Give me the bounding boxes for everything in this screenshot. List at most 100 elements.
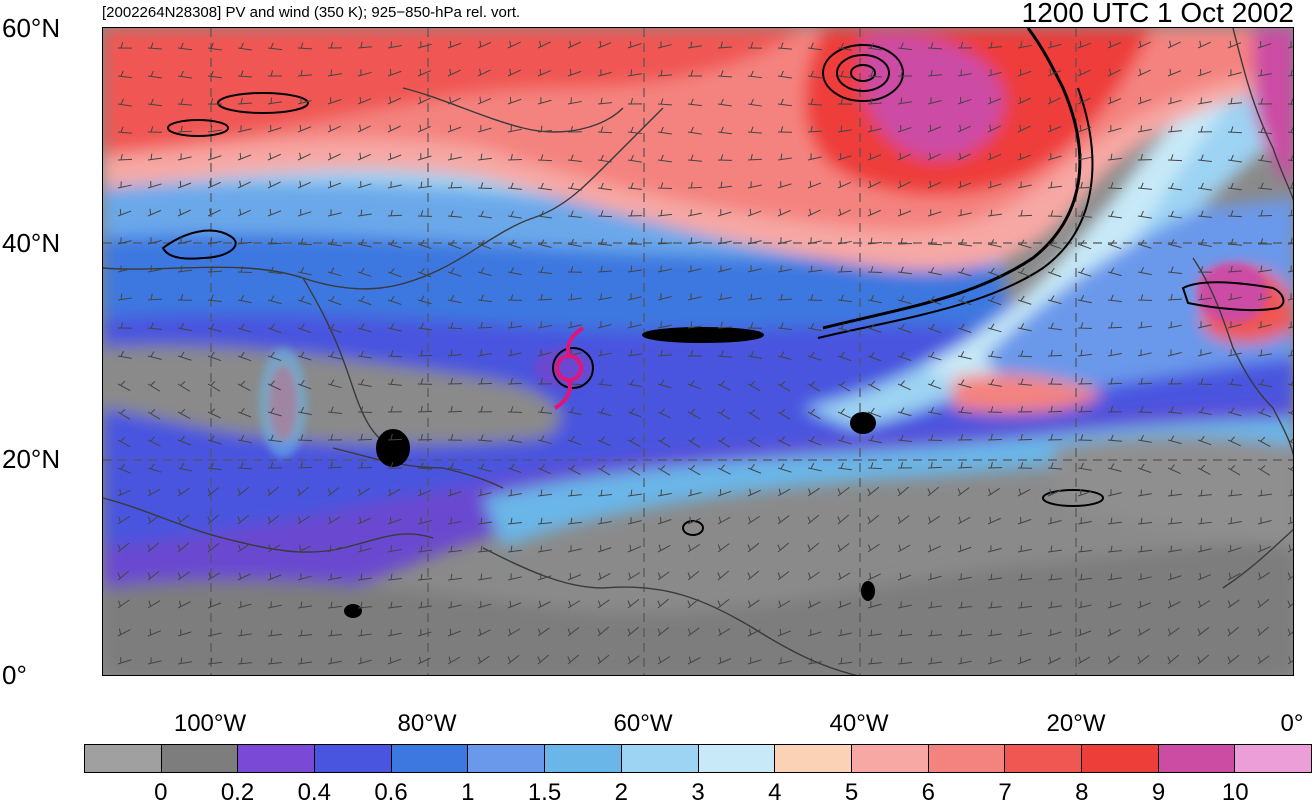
wind-barb [357, 350, 372, 359]
wind-barb [837, 629, 852, 637]
wind-barb [207, 381, 221, 392]
wind-barb [357, 267, 372, 277]
wind-barb [327, 97, 342, 105]
wind-barb [1137, 294, 1153, 301]
colorbar-tick-label: 7 [998, 779, 1012, 806]
wind-barb [657, 154, 672, 163]
wind-barb [297, 323, 312, 334]
wind-barb [417, 181, 432, 189]
wind-barb [957, 573, 972, 581]
wind-barb [687, 543, 701, 553]
wind-barb [327, 406, 342, 414]
wind-barb [1257, 349, 1272, 357]
wind-barb [237, 435, 252, 444]
wind-barb [1197, 406, 1212, 416]
wind-barb [507, 406, 523, 413]
wind-barb [297, 180, 311, 189]
wind-barb [1047, 68, 1062, 77]
wind-barb [1287, 126, 1293, 134]
wind-barb [897, 657, 912, 665]
wind-barb [1017, 96, 1031, 105]
wind-barb [177, 42, 192, 51]
wind-barb [387, 181, 402, 189]
wind-barb [147, 70, 162, 79]
colorbar-tick-label: 9 [1151, 779, 1166, 806]
wind-barb [357, 181, 372, 189]
wind-barb [537, 97, 552, 105]
wind-barb [207, 572, 221, 581]
wind-barb [447, 153, 462, 161]
wind-barb [1047, 181, 1062, 189]
wind-barb [717, 598, 730, 609]
wind-barb [567, 545, 582, 553]
wind-barb [537, 378, 553, 385]
wind-barb [447, 462, 462, 471]
wind-barb [177, 180, 192, 189]
wind-barb [147, 153, 162, 161]
wind-barb [1257, 126, 1272, 135]
wind-barb [237, 572, 251, 581]
colorbar-bin [928, 745, 1006, 772]
colorbar-tick-label: 1.5 [527, 779, 562, 806]
wind-barb [1287, 600, 1293, 609]
wind-barb [1167, 293, 1183, 301]
wind-barb [297, 295, 312, 305]
wind-barb [987, 209, 1002, 217]
wind-barb [537, 239, 552, 249]
wind-barb [1167, 349, 1182, 357]
wind-barb [867, 237, 882, 245]
wind-barb [507, 434, 522, 443]
wind-barb [897, 544, 911, 553]
wind-barb [147, 570, 160, 581]
wind-barb [837, 153, 852, 161]
wind-barb [567, 464, 581, 475]
wind-barb [837, 125, 852, 133]
wind-barb [1137, 573, 1152, 581]
wind-barb [327, 209, 342, 217]
wind-barb [927, 69, 942, 77]
wind-barb [897, 180, 911, 189]
wind-barb [207, 208, 221, 217]
wind-barb [417, 239, 432, 249]
wind-barb [177, 322, 192, 332]
wind-barb [1167, 573, 1182, 581]
wind-barb [927, 379, 942, 390]
wind-barb [207, 294, 222, 303]
wind-barb [987, 406, 1003, 413]
wind-barb [417, 210, 433, 217]
wind-barb [1017, 350, 1033, 358]
wind-barb [297, 544, 311, 553]
colorbar-tick-label: 5 [844, 779, 859, 806]
wind-barb [1167, 627, 1180, 637]
wind-barb [1077, 210, 1092, 218]
wind-barb [297, 97, 312, 105]
wind-barb [747, 70, 762, 79]
colorbar-tick-label: 2 [614, 779, 628, 806]
wind-barb [237, 601, 252, 609]
wind-barb [957, 42, 973, 49]
wind-barb [477, 267, 492, 277]
wind-barb [627, 407, 642, 418]
wind-barb [447, 656, 461, 665]
wind-barb [1227, 40, 1242, 49]
wind-barb [747, 380, 761, 392]
wind-barb [507, 489, 522, 497]
wind-barb [507, 545, 522, 553]
wind-barb [747, 488, 761, 497]
colorbar-tick-label: 3 [691, 779, 705, 806]
wind-barb [477, 321, 493, 329]
wind-barb [267, 70, 283, 77]
wind-barb [117, 515, 130, 525]
wind-barb [1137, 489, 1152, 497]
wind-barb [177, 153, 192, 161]
wind-barb [837, 180, 851, 189]
wind-barb [1017, 124, 1031, 133]
wind-barb [147, 181, 162, 189]
wind-barb [327, 323, 342, 333]
wind-barb [1227, 210, 1243, 218]
wind-barb [867, 266, 883, 274]
wind-barb [447, 40, 462, 49]
wind-barb [537, 125, 552, 133]
wind-barb [207, 629, 222, 637]
wind-barb [387, 267, 402, 278]
